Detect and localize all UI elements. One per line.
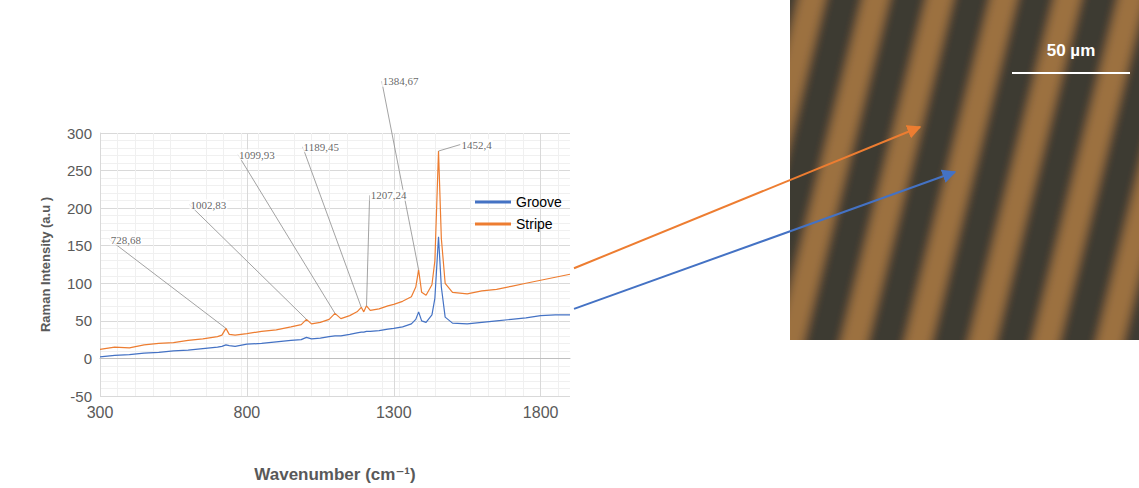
svg-text:1207,24: 1207,24	[371, 189, 407, 201]
svg-text:1384,67: 1384,67	[383, 75, 419, 87]
svg-text:100: 100	[67, 275, 92, 292]
svg-text:1189,45: 1189,45	[304, 141, 340, 153]
svg-text:1452,4: 1452,4	[461, 139, 492, 151]
svg-text:-50: -50	[70, 388, 92, 405]
svg-text:Groove: Groove	[516, 194, 562, 210]
svg-text:1300: 1300	[376, 404, 412, 421]
svg-text:800: 800	[234, 404, 261, 421]
svg-text:300: 300	[87, 404, 114, 421]
svg-text:300: 300	[67, 125, 92, 142]
svg-text:728,68: 728,68	[111, 234, 142, 246]
svg-text:50 µm: 50 µm	[1047, 41, 1096, 60]
svg-text:Raman Intensity (a.u ): Raman Intensity (a.u )	[38, 197, 53, 332]
svg-text:1002,83: 1002,83	[191, 199, 227, 211]
svg-text:200: 200	[67, 200, 92, 217]
svg-text:0: 0	[84, 350, 92, 367]
svg-text:250: 250	[67, 162, 92, 179]
svg-text:1800: 1800	[523, 404, 559, 421]
svg-text:150: 150	[67, 237, 92, 254]
svg-text:1099,93: 1099,93	[239, 149, 275, 161]
svg-text:50: 50	[75, 312, 92, 329]
svg-text:Wavenumber (cm⁻¹): Wavenumber (cm⁻¹)	[254, 465, 415, 484]
svg-text:Stripe: Stripe	[516, 216, 553, 232]
